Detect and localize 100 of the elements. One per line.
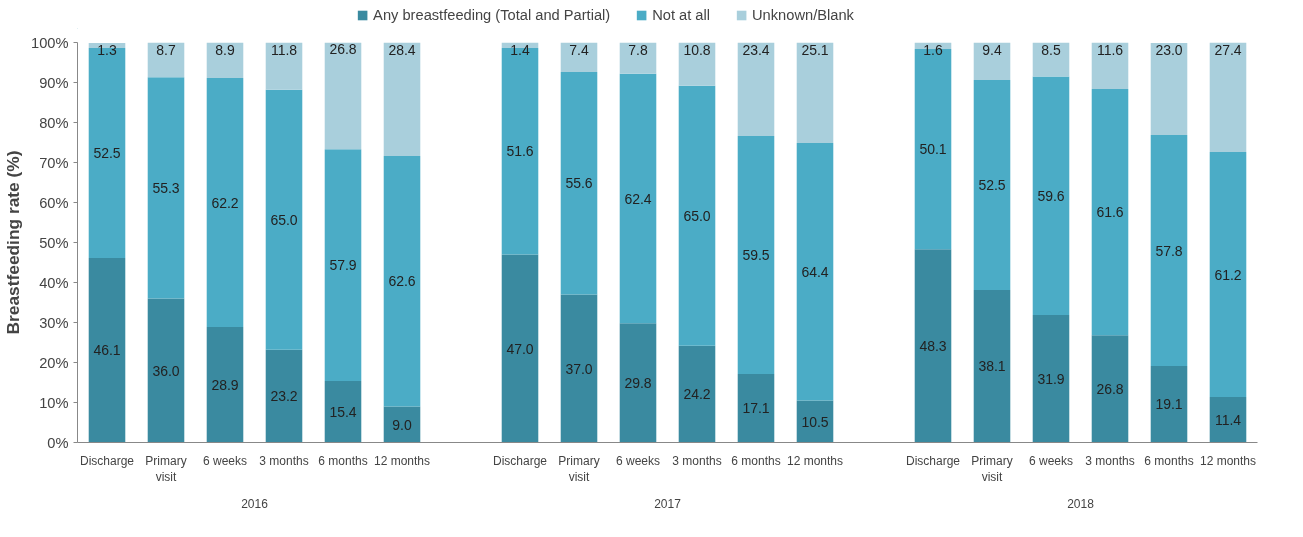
bar xyxy=(1150,42,1188,135)
data-label: 9.0 xyxy=(392,416,412,433)
data-label: 36.0 xyxy=(152,362,180,379)
bar xyxy=(147,298,185,443)
x-tick-label: 6 months xyxy=(318,453,368,468)
x-tick-label: 3 months xyxy=(672,453,722,468)
data-label: 46.1 xyxy=(93,342,121,359)
bar xyxy=(501,254,539,443)
y-tick-label: 60% xyxy=(39,194,69,211)
bar xyxy=(560,294,598,443)
data-label: 29.8 xyxy=(624,374,652,391)
data-label: 8.7 xyxy=(156,41,176,58)
data-label: 51.6 xyxy=(506,143,534,160)
bar xyxy=(619,73,657,324)
x-tick-label: Discharge xyxy=(905,453,961,468)
data-label: 17.1 xyxy=(742,400,770,417)
data-label: 24.2 xyxy=(683,386,711,403)
x-tick-label: Discharge xyxy=(79,453,135,468)
data-label: 31.9 xyxy=(1037,370,1065,387)
data-label: 23.0 xyxy=(1155,41,1183,58)
data-label: 57.8 xyxy=(1155,242,1183,259)
y-tick-label: 80% xyxy=(39,114,69,131)
x-tick-label: Primary visit xyxy=(971,453,1013,485)
y-tick-label: 30% xyxy=(39,314,69,331)
y-tick-label: 20% xyxy=(39,354,69,371)
bar xyxy=(1032,314,1070,443)
data-label: 23.2 xyxy=(270,388,298,405)
bar xyxy=(324,149,362,381)
data-label: 48.3 xyxy=(919,337,947,354)
text: 2017 xyxy=(654,496,682,511)
data-label: 26.8 xyxy=(1096,380,1124,397)
data-label: 11.8 xyxy=(270,41,298,58)
bar xyxy=(1209,42,1247,153)
data-label: 15.4 xyxy=(329,403,357,420)
data-label: 26.8 xyxy=(329,41,357,58)
data-label: 28.4 xyxy=(388,41,416,58)
bar xyxy=(619,323,657,443)
data-label: 37.0 xyxy=(565,360,593,377)
y-tick-label: 10% xyxy=(39,394,69,411)
bar xyxy=(1091,335,1129,443)
x-tick-label: Discharge xyxy=(492,453,548,468)
bar xyxy=(1150,366,1188,443)
data-label: 8.5 xyxy=(1041,41,1061,58)
data-label: 10.5 xyxy=(801,413,829,430)
bar xyxy=(1032,76,1070,315)
legend-label: Any breastfeeding (Total and Partial) xyxy=(373,7,611,23)
text: 2018 xyxy=(1067,496,1095,511)
x-tick-label: 12 months xyxy=(1199,453,1257,468)
bar xyxy=(1209,152,1247,397)
x-tick-label: Primary visit xyxy=(558,453,600,485)
data-label: 11.6 xyxy=(1096,41,1124,58)
data-label: 64.4 xyxy=(801,263,829,280)
bar xyxy=(206,326,244,443)
bar xyxy=(265,89,303,350)
data-label: 52.5 xyxy=(978,177,1006,194)
bar xyxy=(796,142,834,401)
data-label: 65.0 xyxy=(683,207,711,224)
data-label: 47.0 xyxy=(506,340,534,357)
bar xyxy=(973,290,1011,443)
bar xyxy=(1091,88,1129,336)
x-tick-label: 6 weeks xyxy=(1028,453,1074,468)
y-tick-label: 90% xyxy=(39,74,69,91)
data-label: 27.4 xyxy=(1214,41,1242,58)
legend-label: Not at all xyxy=(652,7,711,23)
bar xyxy=(560,72,598,295)
data-label: 7.4 xyxy=(569,41,589,58)
data-label: 9.4 xyxy=(982,41,1002,58)
bar xyxy=(796,42,834,143)
bar xyxy=(383,42,421,157)
data-label: 62.2 xyxy=(211,194,239,211)
bar xyxy=(324,42,362,150)
bar xyxy=(914,249,952,443)
bar xyxy=(1150,134,1188,367)
y-tick-label: 50% xyxy=(39,234,69,251)
data-label: 59.6 xyxy=(1037,187,1065,204)
bar xyxy=(973,80,1011,291)
bar xyxy=(1091,42,1129,89)
data-label: 55.3 xyxy=(152,179,180,196)
bar xyxy=(324,380,362,443)
bar xyxy=(265,42,303,90)
data-label: 55.6 xyxy=(565,175,593,192)
data-label: 19.1 xyxy=(1155,396,1183,413)
data-label: 62.6 xyxy=(388,273,416,290)
data-label: 23.4 xyxy=(742,41,770,58)
data-label: 59.5 xyxy=(742,247,770,264)
data-label: 61.6 xyxy=(1096,204,1124,221)
data-label: 7.8 xyxy=(628,41,648,58)
x-tick-label: 12 months xyxy=(786,453,844,468)
data-label: 38.1 xyxy=(978,358,1006,375)
data-label: 65.0 xyxy=(270,211,298,228)
x-tick-label: 6 weeks xyxy=(202,453,248,468)
bar xyxy=(383,156,421,407)
x-tick-label: 3 months xyxy=(259,453,309,468)
bar xyxy=(678,345,716,443)
data-label: 52.5 xyxy=(93,145,121,162)
data-label: 10.8 xyxy=(683,41,711,58)
y-tick-label: 100% xyxy=(31,34,69,51)
x-tick-label: 6 months xyxy=(731,453,781,468)
data-label: 11.4 xyxy=(1214,411,1242,428)
data-label: 61.2 xyxy=(1214,266,1242,283)
